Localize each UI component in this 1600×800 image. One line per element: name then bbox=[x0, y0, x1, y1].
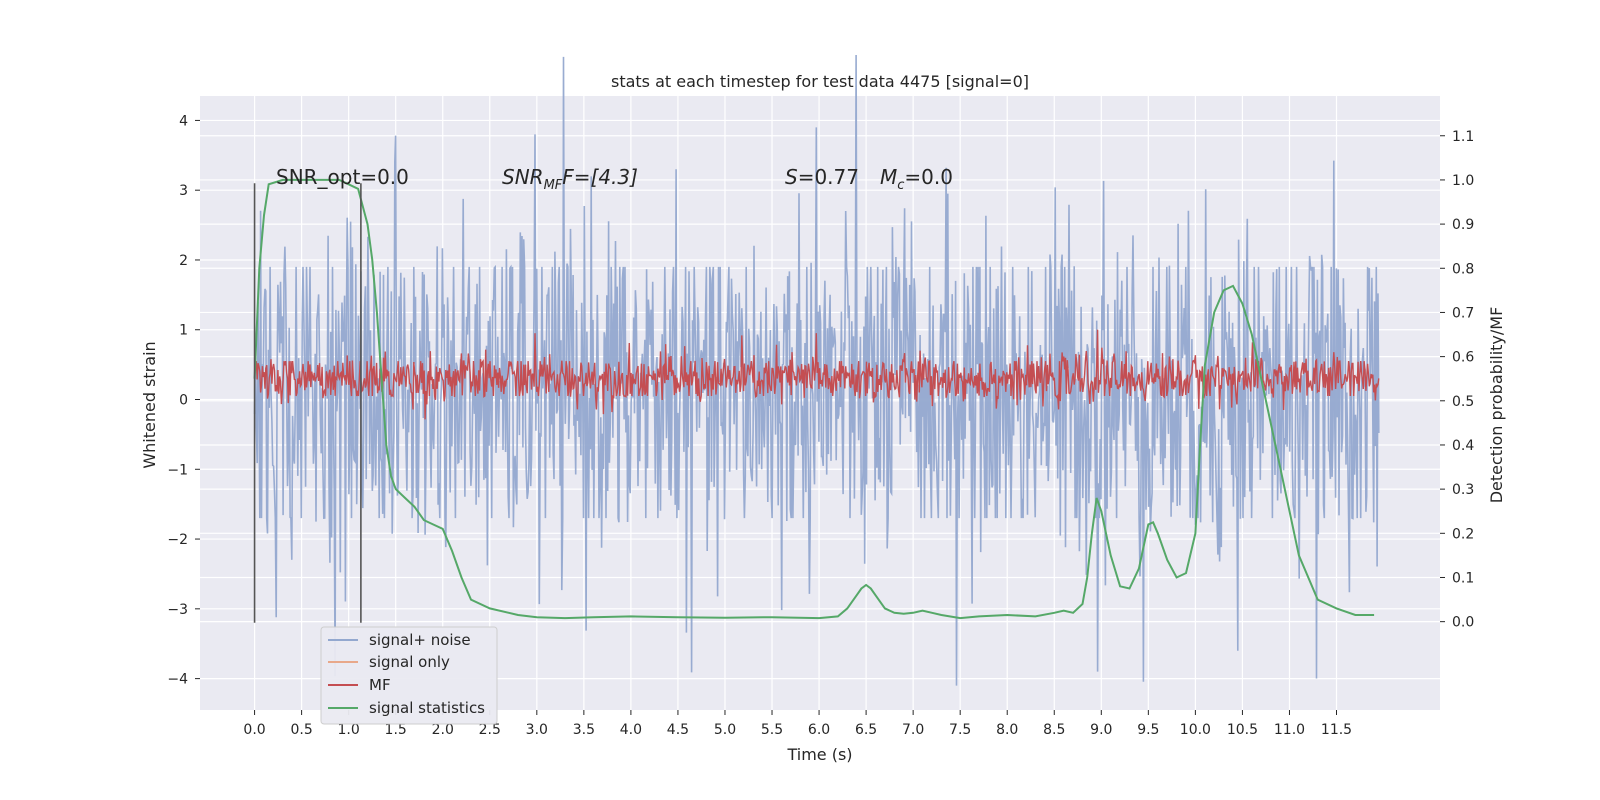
y-tick-label-left: 0 bbox=[179, 393, 188, 409]
y-tick-label-left: −2 bbox=[167, 532, 188, 548]
x-tick-label: 7.5 bbox=[949, 722, 971, 738]
x-tick-label: 6.0 bbox=[808, 722, 830, 738]
y-tick-label-right: 0.1 bbox=[1452, 570, 1474, 586]
y-tick-label-right: 0.6 bbox=[1452, 350, 1474, 366]
right-y-axis: 1.1 1.0 0.9 0.8 0.7 0.6 0.5 0.4 0.3 0.2 0.1 0.0 bbox=[1440, 129, 1474, 631]
y-tick-label-right: 0.8 bbox=[1452, 261, 1474, 277]
y-tick-label-right: 1.1 bbox=[1452, 129, 1474, 145]
x-tick-label: 6.5 bbox=[855, 722, 877, 738]
y-tick-label-right: 0.5 bbox=[1452, 394, 1474, 410]
y-tick-label-right: 1.0 bbox=[1452, 173, 1474, 189]
annotation-s: S=0.77 bbox=[785, 165, 859, 189]
x-tick-label: 4.0 bbox=[620, 722, 642, 738]
x-tick-label: 8.0 bbox=[996, 722, 1018, 738]
x-tick-label: 7.0 bbox=[902, 722, 924, 738]
x-tick-label: 2.5 bbox=[479, 722, 501, 738]
x-tick-label: 10.0 bbox=[1180, 722, 1211, 738]
x-tick-label: 2.0 bbox=[432, 722, 454, 738]
series-line-2 bbox=[253, 329, 1380, 420]
legend-label-mf: MF bbox=[369, 676, 391, 694]
y-tick-label-right: 0.2 bbox=[1452, 526, 1474, 542]
y-tick-label-right: 0.0 bbox=[1452, 615, 1474, 631]
x-tick-label: 0.5 bbox=[290, 722, 312, 738]
x-tick-label: 9.5 bbox=[1137, 722, 1159, 738]
x-tick-label: 1.5 bbox=[385, 722, 407, 738]
legend-label-signal-noise: signal+ noise bbox=[369, 631, 471, 649]
legend-label-signal-statistics: signal statistics bbox=[369, 699, 485, 717]
right-y-axis-label: Detection probability/MF bbox=[1487, 307, 1506, 504]
series-line-0 bbox=[253, 54, 1380, 686]
vertical-markers bbox=[253, 183, 362, 623]
x-tick-label: 3.5 bbox=[573, 722, 595, 738]
y-tick-label-left: −1 bbox=[167, 462, 188, 478]
y-tick-label-left: 2 bbox=[179, 253, 188, 269]
x-tick-label: 9.0 bbox=[1090, 722, 1112, 738]
x-tick-label: 10.5 bbox=[1227, 722, 1258, 738]
series-layer bbox=[253, 54, 1380, 686]
left-y-axis-label: Whitened strain bbox=[140, 341, 159, 468]
x-tick-label: 5.0 bbox=[714, 722, 736, 738]
left-y-axis: 4 3 2 1 0 −1 −2 −3 −4 bbox=[167, 113, 200, 688]
x-tick-label: 8.5 bbox=[1043, 722, 1065, 738]
annotation-mc: Mc=0.0 bbox=[880, 165, 953, 193]
annotation-snr-mf: SNRMFF=[4.3] bbox=[502, 165, 638, 193]
x-tick-label: 5.5 bbox=[761, 722, 783, 738]
y-tick-label-right: 0.9 bbox=[1452, 217, 1474, 233]
legend-label-signal-only: signal only bbox=[369, 653, 450, 671]
chart-title: stats at each timestep for test data 447… bbox=[611, 72, 1029, 91]
x-axis: 0.0 0.5 1.0 1.5 2.0 2.5 3.0 3.5 4.0 4.5 5.0 5.5 6.0 6… bbox=[243, 710, 1352, 738]
series-line-signal-statistics bbox=[253, 178, 1375, 620]
y-tick-label-right: 0.4 bbox=[1452, 438, 1474, 454]
y-tick-label-left: 3 bbox=[179, 183, 188, 199]
x-tick-label: 4.5 bbox=[667, 722, 689, 738]
legend-box bbox=[320, 626, 498, 725]
y-tick-label-left: 4 bbox=[179, 113, 188, 129]
annotation-snr-opt: SNR_opt=0.0 bbox=[276, 165, 409, 189]
y-tick-label-left: −3 bbox=[167, 602, 188, 618]
x-axis-label: Time (s) bbox=[786, 745, 852, 764]
y-tick-label-right: 0.7 bbox=[1452, 305, 1474, 321]
x-tick-label: 3.0 bbox=[526, 722, 548, 738]
y-tick-label-left: −4 bbox=[167, 672, 188, 688]
legend: signal+ noise signal only MF signal stat… bbox=[320, 626, 498, 725]
y-tick-label-left: 1 bbox=[179, 323, 188, 339]
y-tick-label-right: 0.3 bbox=[1452, 482, 1474, 498]
x-tick-label: 0.0 bbox=[243, 722, 265, 738]
x-tick-label: 11.5 bbox=[1321, 722, 1352, 738]
x-tick-label: 1.0 bbox=[338, 722, 360, 738]
x-tick-label: 11.0 bbox=[1274, 722, 1305, 738]
